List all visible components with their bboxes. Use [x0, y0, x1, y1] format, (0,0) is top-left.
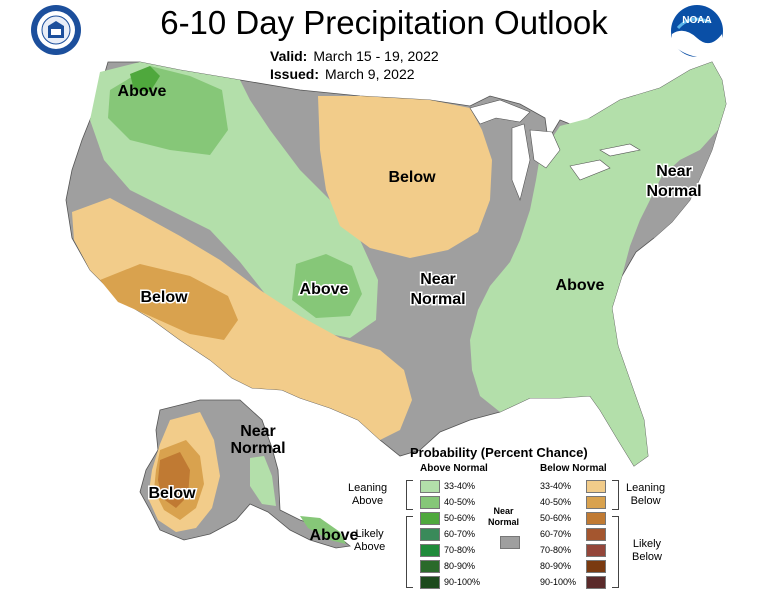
legend-below-swatch [586, 512, 606, 525]
legend-below-swatch-label: 33-40% [540, 481, 572, 491]
legend-above-swatch [420, 528, 440, 541]
label-ak-near-1: Near [240, 423, 276, 440]
legend-likely-above: Likely Above [354, 528, 386, 553]
alaska-above [250, 456, 276, 506]
legend-above-swatch-label: 60-70% [444, 529, 476, 539]
valid-line: Valid: March 15 - 19, 2022 [270, 48, 439, 64]
page-title: 6-10 Day Precipitation Outlook [160, 4, 608, 41]
legend-above-swatch [420, 544, 440, 557]
label-ak-above: Above [310, 527, 359, 544]
legend-below-swatch [586, 560, 606, 573]
legend-above-swatch [420, 496, 440, 509]
legend-below-swatch [586, 480, 606, 493]
legend-above-swatch [420, 576, 440, 589]
legend-brace-likely-above [406, 516, 413, 588]
label-near-normal-c-2: Normal [410, 291, 465, 308]
legend-brace-leaning-below [612, 480, 619, 510]
legend-above-swatch-label: 70-80% [444, 545, 476, 555]
label-ak-near-2: Normal [230, 440, 285, 457]
legend-below-swatch [586, 496, 606, 509]
legend-below-swatch [586, 576, 606, 589]
label-below-north: Below [388, 169, 436, 186]
above-east [470, 62, 726, 466]
noaa-logo-icon: NOAA [671, 5, 723, 58]
label-above-central: Above [300, 281, 349, 298]
label-above-nw: Above [118, 83, 167, 100]
legend-above-swatch [420, 512, 440, 525]
label-ak-below: Below [148, 485, 196, 502]
issued-value: March 9, 2022 [325, 66, 415, 82]
below-north [318, 96, 492, 258]
issued-line: Issued: March 9, 2022 [270, 66, 415, 82]
above-nw-dark [130, 66, 160, 92]
legend-above-swatch-label: 40-50% [444, 497, 476, 507]
legend-above-swatch-label: 33-40% [444, 481, 476, 491]
legend-below-swatch [586, 528, 606, 541]
valid-value: March 15 - 19, 2022 [313, 48, 439, 64]
label-near-normal-ne-1: Near [656, 163, 692, 180]
legend-brace-likely-below [612, 516, 619, 588]
legend-below-header: Below Normal [540, 463, 607, 474]
legend-below-swatch-label: 90-100% [540, 577, 577, 587]
legend-likely-below: Likely Below [632, 538, 662, 563]
legend-below-swatch-label: 60-70% [540, 529, 572, 539]
below-sw-medium [100, 264, 238, 340]
legend-leaning-below: Leaning Below [626, 482, 666, 507]
label-near-normal-c-1: Near [420, 271, 456, 288]
legend-above-swatch-label: 90-100% [444, 577, 481, 587]
legend: Probability (Percent Chance) Above Norma… [340, 440, 680, 590]
legend-below-swatch-label: 40-50% [540, 497, 572, 507]
below-sw-light [72, 198, 412, 440]
alaska-below-dark [158, 452, 190, 508]
legend-below-swatch-label: 80-90% [540, 561, 572, 571]
doc-seal-icon [31, 5, 81, 55]
legend-below-swatch-label: 50-60% [540, 513, 572, 523]
legend-title: Probability (Percent Chance) [410, 445, 588, 460]
above-central-medium [292, 254, 362, 318]
label-above-east: Above [556, 277, 605, 294]
legend-above-swatch [420, 480, 440, 493]
noaa-logo-text: NOAA [682, 15, 711, 26]
alaska-panhandle-above [300, 516, 346, 544]
legend-leaning-above: Leaning Above [348, 482, 388, 507]
issued-label: Issued: [270, 66, 320, 82]
near-normal-ne [648, 130, 718, 238]
legend-near-normal-swatch [500, 536, 520, 549]
legend-near-normal-label: Near Normal [488, 506, 520, 527]
legend-brace-leaning-above [406, 480, 413, 510]
legend-above-swatch [420, 560, 440, 573]
legend-below-swatch [586, 544, 606, 557]
label-below-sw: Below [140, 289, 188, 306]
legend-above-swatch-label: 80-90% [444, 561, 476, 571]
legend-above-header: Above Normal [420, 463, 488, 474]
legend-above-swatch-label: 50-60% [444, 513, 476, 523]
label-near-normal-ne-2: Normal [646, 183, 701, 200]
great-lakes [469, 99, 641, 201]
valid-label: Valid: [270, 48, 308, 64]
legend-below-swatch-label: 70-80% [540, 545, 572, 555]
